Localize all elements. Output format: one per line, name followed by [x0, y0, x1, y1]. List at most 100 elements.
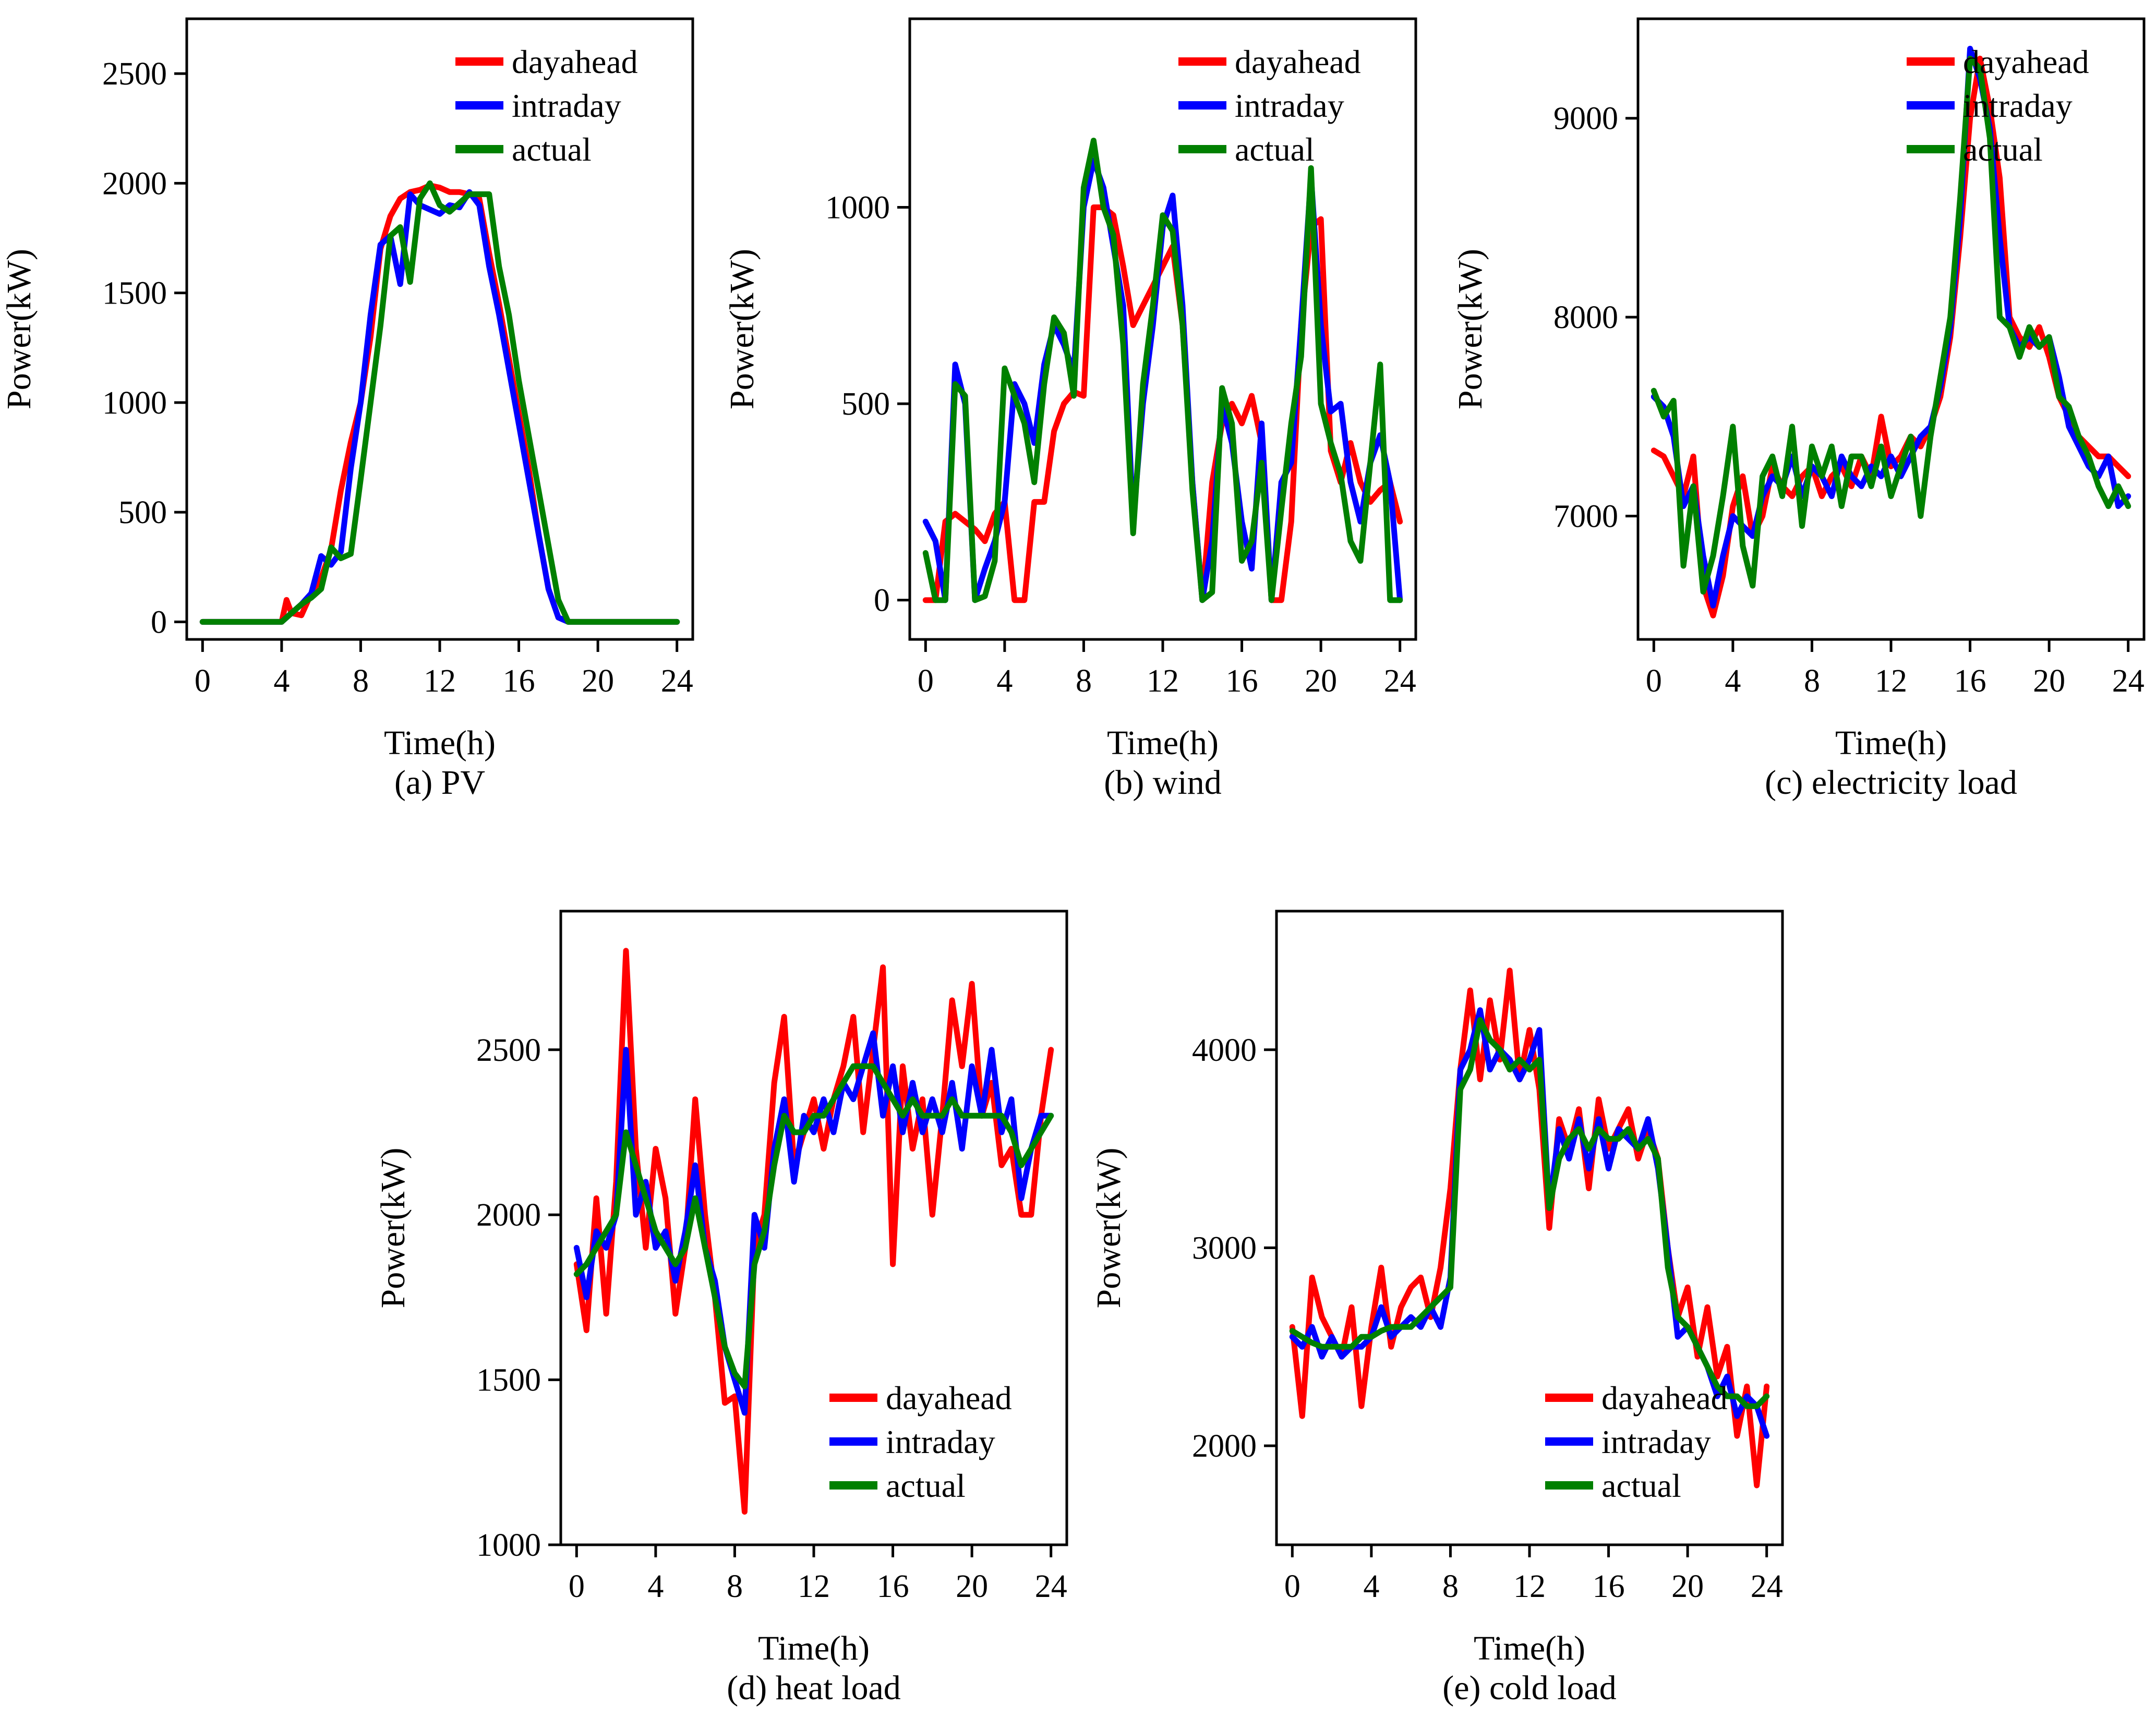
legend-label-dayahead: dayahead [1235, 43, 1361, 80]
x-tick-label: 0 [1284, 1569, 1300, 1604]
y-axis-label: Power(kW) [1090, 1148, 1128, 1309]
y-axis-label: Power(kW) [723, 249, 761, 409]
legend-label-actual: actual [886, 1467, 966, 1504]
y-tick-label: 8000 [1553, 300, 1618, 335]
legend-label-intraday: intraday [512, 87, 621, 124]
y-tick-label: 500 [841, 386, 890, 422]
x-tick-label: 0 [569, 1569, 585, 1604]
x-tick-label: 12 [1147, 663, 1179, 699]
x-tick-label: 8 [1076, 663, 1092, 699]
x-tick-label: 16 [877, 1569, 909, 1604]
chart-panel-5: 0 4 8 12 16 20 24 2000 3000 4000 Time(h)(e) cold l… [1090, 910, 1784, 1707]
x-tick-label: 16 [1226, 663, 1258, 699]
y-tick-label: 2500 [476, 1033, 541, 1068]
x-tick-label: 20 [1671, 1569, 1704, 1604]
series-line-actual [1651, 55, 2131, 595]
chart-panel-1: 0 4 8 12 16 20 24 0 500 1000 1500 2000 2500 Time(h)(a… [0, 17, 694, 802]
panel-caption: (a) PV [394, 764, 485, 802]
series-line-dayahead [1651, 55, 2131, 619]
x-tick-label: 20 [1305, 663, 1337, 699]
chart-panel-2: 0 4 8 12 16 20 24 0 500 1000 Time(h)(b) wind Power(… [723, 17, 1417, 802]
x-axis-label: Time(h) [758, 1629, 870, 1667]
legend: dayahead intraday actual [1907, 43, 2089, 168]
x-tick-label: 16 [503, 663, 535, 699]
panel-caption: (d) heat load [727, 1669, 901, 1707]
legend: dayahead intraday actual [829, 1379, 1012, 1504]
y-axis-label: Power(kW) [1451, 249, 1489, 409]
x-tick-label: 24 [1751, 1569, 1783, 1604]
legend-label-actual: actual [1963, 131, 2043, 168]
x-tick-label: 12 [424, 663, 456, 699]
x-tick-label: 4 [1363, 1569, 1379, 1604]
y-tick-label: 2500 [102, 56, 167, 92]
legend-label-actual: actual [1601, 1467, 1681, 1504]
y-tick-label: 500 [118, 495, 167, 530]
legend: dayahead intraday actual [455, 43, 638, 168]
x-tick-label: 0 [918, 663, 934, 699]
x-tick-label: 20 [582, 663, 614, 699]
series-line-actual [199, 180, 680, 625]
x-tick-label: 8 [353, 663, 369, 699]
series-line-intraday [1651, 45, 2131, 609]
x-tick-label: 4 [1725, 663, 1741, 699]
x-axis-label: Time(h) [1107, 724, 1219, 762]
legend-label-dayahead: dayahead [512, 43, 638, 80]
y-tick-label: 1500 [102, 276, 167, 311]
series-line-actual [922, 138, 1403, 603]
x-tick-label: 4 [647, 1569, 664, 1604]
legend-label-intraday: intraday [1963, 87, 2073, 124]
series-line-dayahead [199, 183, 680, 625]
legend-label-intraday: intraday [1235, 87, 1344, 124]
y-tick-label: 0 [874, 583, 890, 619]
y-tick-label: 4000 [1192, 1033, 1257, 1068]
series-line-intraday [573, 1030, 1054, 1416]
y-axis-label: Power(kW) [374, 1148, 412, 1309]
chart-panel-3: 0 4 8 12 16 20 24 7000 8000 9000 Time(h)(c) electr… [1451, 17, 2146, 802]
x-tick-label: 4 [273, 663, 290, 699]
x-tick-label: 0 [195, 663, 211, 699]
x-tick-label: 12 [1513, 1569, 1546, 1604]
y-tick-label: 0 [151, 604, 167, 640]
panel-caption: (c) electricity load [1765, 764, 2017, 802]
chart-panel-4: 0 4 8 12 16 20 24 1000 1500 2000 2500 Time(h)(d) he… [374, 910, 1068, 1707]
legend-label-dayahead: dayahead [1601, 1379, 1728, 1417]
x-tick-label: 16 [1954, 663, 1986, 699]
x-tick-label: 24 [1035, 1569, 1067, 1604]
y-tick-label: 1000 [476, 1528, 541, 1563]
y-tick-label: 1000 [825, 190, 890, 226]
legend-label-dayahead: dayahead [886, 1379, 1012, 1417]
x-tick-label: 16 [1593, 1569, 1625, 1604]
y-tick-label: 2000 [1192, 1429, 1257, 1464]
y-tick-label: 1500 [476, 1363, 541, 1398]
x-axis-label: Time(h) [384, 724, 496, 762]
x-tick-label: 24 [661, 663, 693, 699]
x-tick-label: 4 [996, 663, 1013, 699]
panel-caption: (b) wind [1104, 764, 1221, 802]
series-line-dayahead [1289, 967, 1770, 1488]
x-tick-label: 8 [1442, 1569, 1459, 1604]
series-line-actual [573, 1063, 1054, 1389]
legend-label-actual: actual [512, 131, 592, 168]
y-axis-label: Power(kW) [0, 249, 38, 409]
x-tick-label: 8 [727, 1569, 743, 1604]
series-line-actual [1289, 1017, 1770, 1409]
y-tick-label: 1000 [102, 385, 167, 421]
x-tick-label: 20 [956, 1569, 988, 1604]
series-line-intraday [199, 189, 680, 625]
legend-label-intraday: intraday [1601, 1423, 1711, 1460]
x-tick-label: 0 [1646, 663, 1662, 699]
legend-label-intraday: intraday [886, 1423, 995, 1460]
legend: dayahead intraday actual [1178, 43, 1361, 168]
x-tick-label: 12 [798, 1569, 830, 1604]
legend-label-actual: actual [1235, 131, 1315, 168]
x-tick-label: 24 [1384, 663, 1416, 699]
x-tick-label: 12 [1875, 663, 1907, 699]
x-tick-label: 20 [2033, 663, 2065, 699]
x-axis-label: Time(h) [1835, 724, 1947, 762]
y-tick-label: 9000 [1553, 101, 1618, 137]
y-tick-label: 3000 [1192, 1230, 1257, 1266]
y-tick-label: 2000 [102, 166, 167, 201]
series-line-dayahead [573, 948, 1054, 1515]
y-tick-label: 2000 [476, 1197, 541, 1233]
